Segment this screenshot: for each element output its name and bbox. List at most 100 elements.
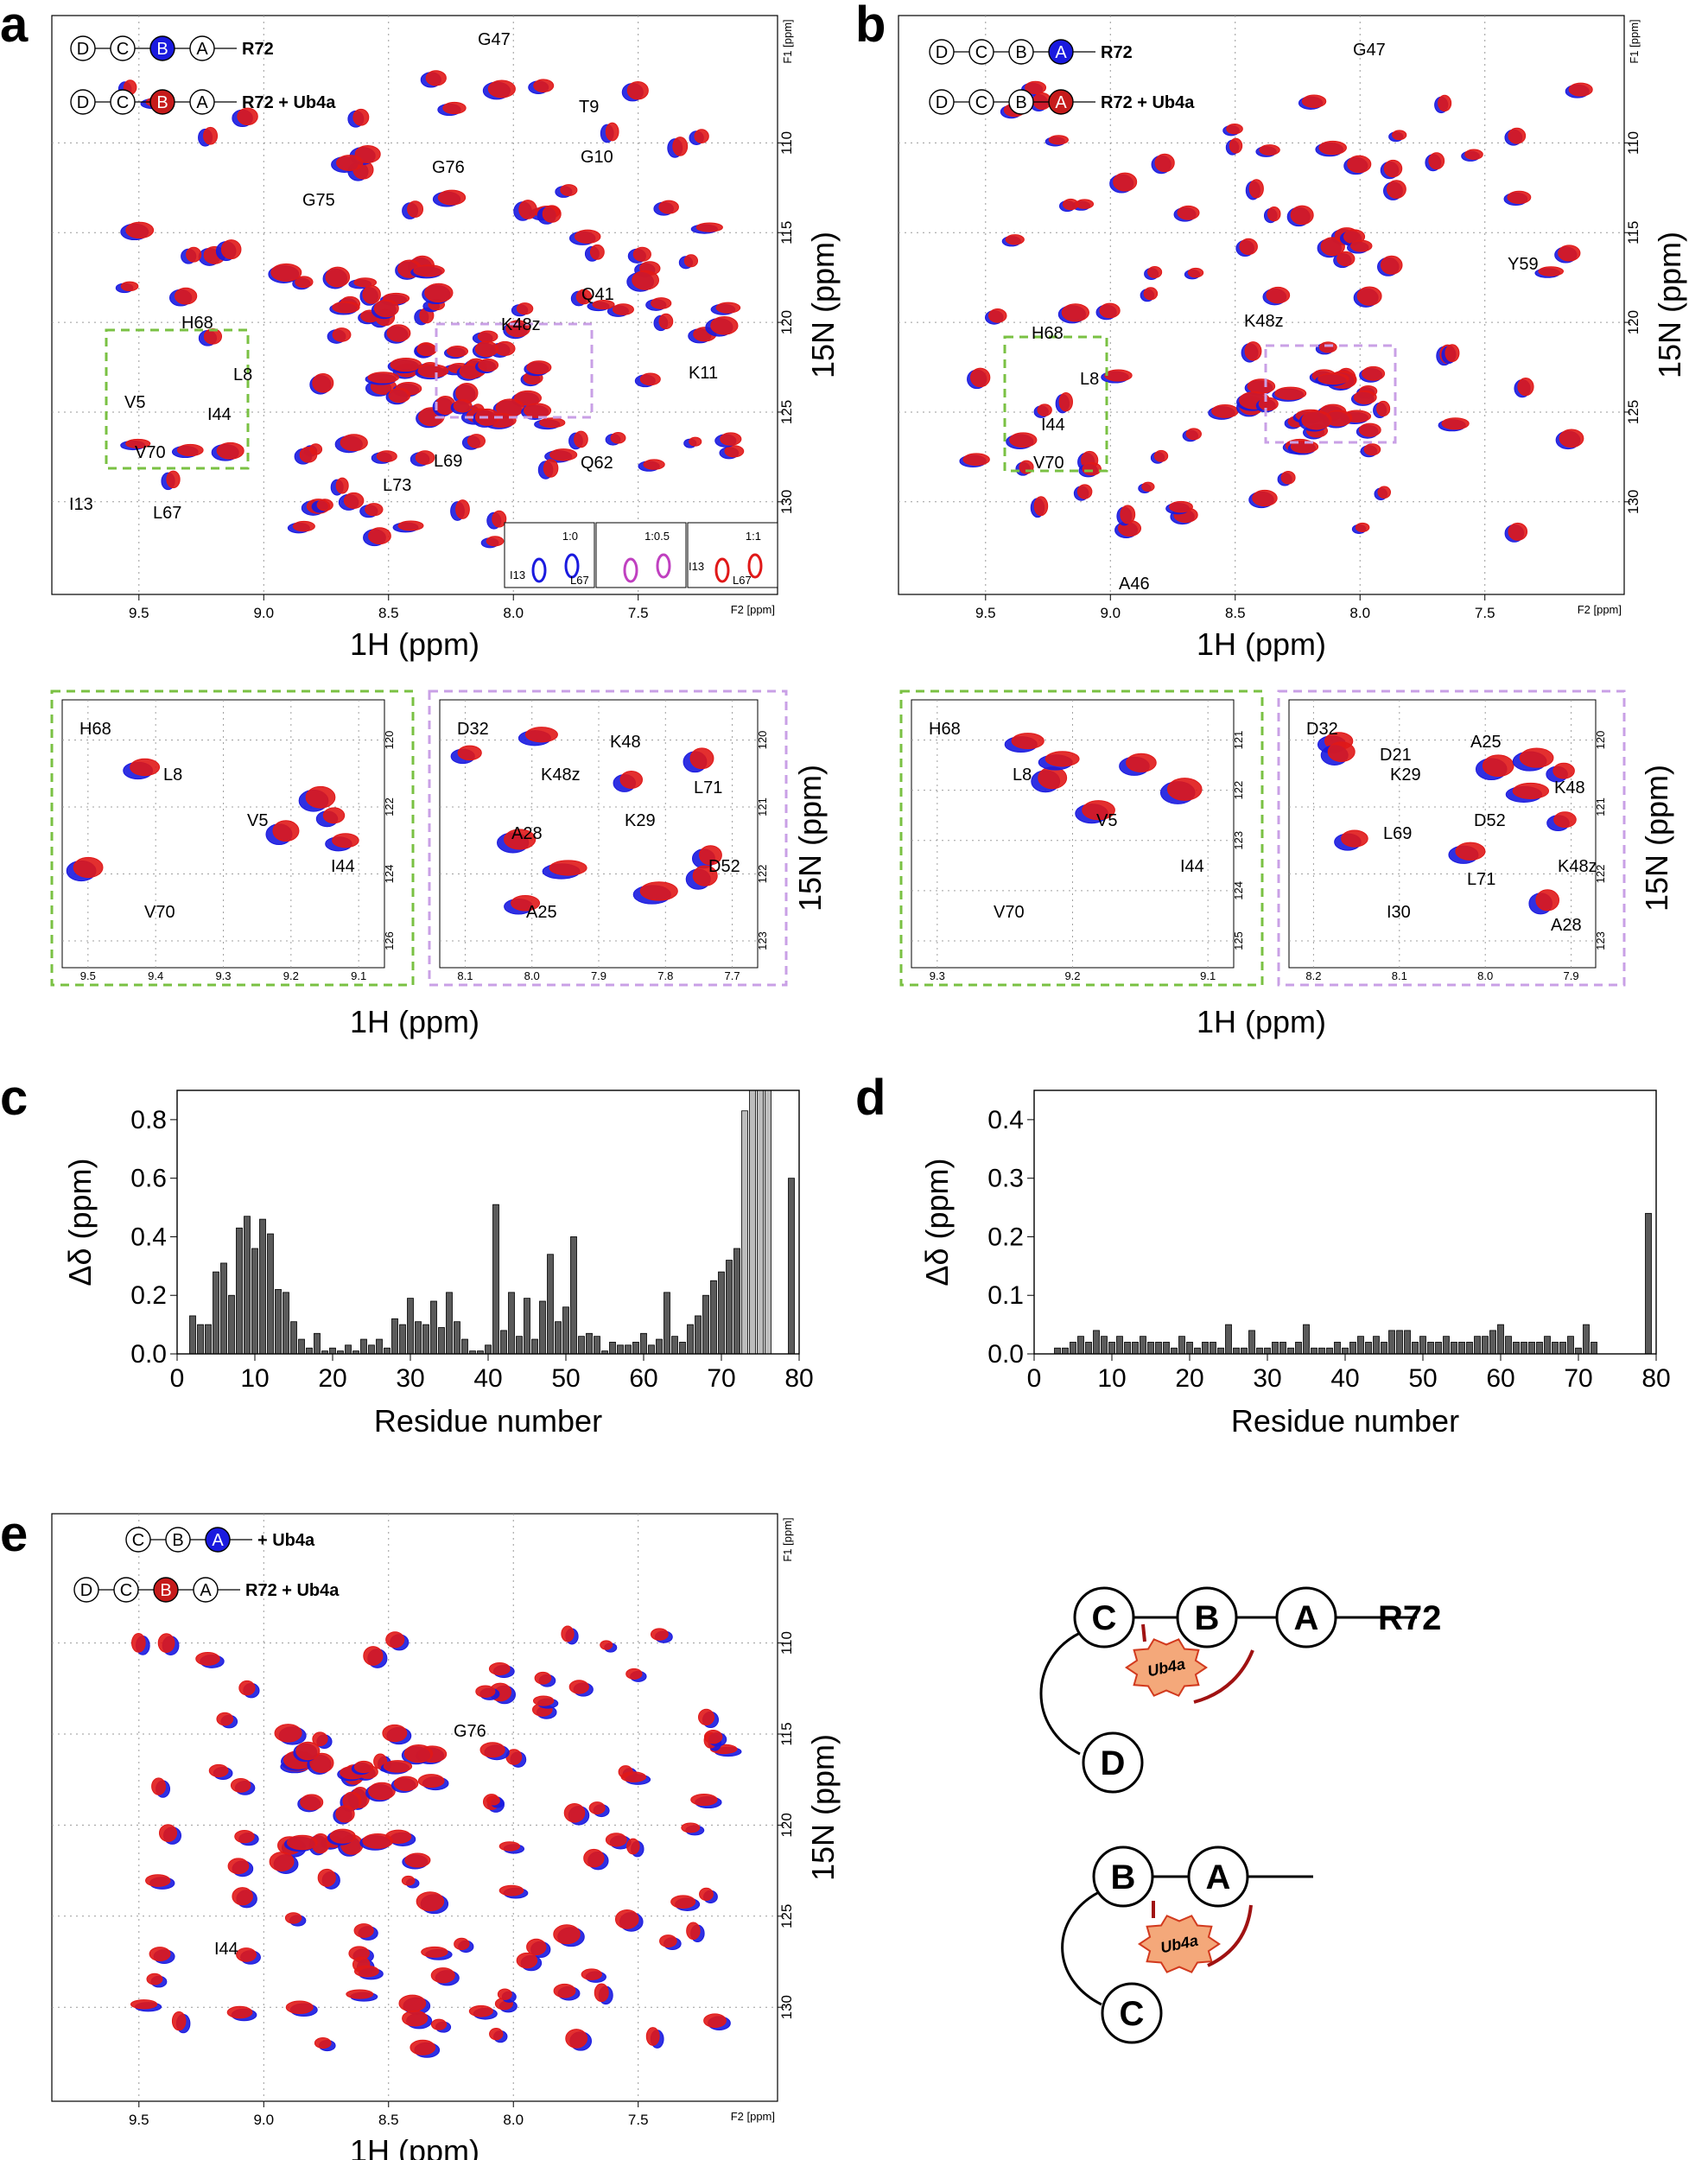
panel-a-residue-label: G75 [302, 191, 335, 210]
panel-c-bar-chart-bar [562, 1306, 569, 1355]
panel-d-bar-chart-bar [1435, 1342, 1442, 1355]
panel-c-bar-chart-bar [306, 1347, 313, 1355]
panel-e-peak-red-peak [516, 1952, 538, 1969]
panel-e-peak-red-peak [410, 2039, 436, 2055]
panel-a-legend-domain-label: D [77, 93, 89, 112]
panel-c-bar-chart-bar [189, 1315, 196, 1355]
panel-a-zoom-left-residue-label: V5 [247, 811, 268, 830]
panel-a-zoom-right-residue-label: K48 [610, 733, 641, 752]
panel-c-bar-chart-ytick-label: 0.8 [130, 1106, 167, 1134]
panel-b-legend-domain-C [968, 89, 994, 115]
panel-b-peak-red-peak [1347, 155, 1372, 174]
panel-c-bar-chart-bar [461, 1338, 468, 1355]
panel-e-peak-red-peak [417, 1774, 445, 1788]
panel-b-zoom-right-border [1277, 689, 1626, 987]
panel-b-zoom-left-peak-red-peak [1011, 733, 1044, 750]
panel-b-peak-red-peak [1037, 403, 1052, 416]
panel-e-legend-domain-label: A [212, 1531, 224, 1550]
panel-d-bar-chart-bar [1248, 1330, 1255, 1355]
panel-e-legend-domain-label: A [200, 1581, 212, 1600]
panel-b-zoom-right-residue-label: L71 [1467, 870, 1495, 889]
panel-e-peak-red-peak [553, 1924, 581, 1945]
panel-d-bar-chart-bar [1575, 1347, 1582, 1355]
panel-c-bar-chart-bar [765, 1090, 771, 1355]
schematic-bottom-node-a-label: A [1206, 1858, 1231, 1896]
panel-e-peak-red-peak [430, 2018, 448, 2030]
panel-b-peak-red-peak [1349, 239, 1373, 252]
panel-a-cluster-peak-red-peak [417, 364, 449, 378]
panel-a-legend-domain-label: C [117, 40, 129, 59]
panel-e-peak-red-peak [227, 1858, 250, 1875]
panel-c-bar-chart-ylabel: Δδ (ppm) [62, 1158, 98, 1286]
panels.e-frame [51, 1513, 778, 2102]
panel-a-cluster-peak-red-peak [390, 357, 422, 372]
panels.a-ytick-label: 120 [778, 310, 795, 334]
panel-e-peak-red-peak [497, 1988, 512, 2000]
panel-e-cluster-peak-red-peak [403, 1744, 434, 1763]
panel-e-peak-red-peak [232, 1887, 253, 1906]
panel-b-zoom-right-peak-red-peak [1552, 762, 1575, 779]
panel-c-bar-chart-bar [531, 1338, 538, 1355]
panel-e-peak-red-peak [697, 1708, 715, 1726]
panels.a-frame [51, 15, 778, 595]
panel-b-zoom-right-peak-red-peak [1535, 889, 1560, 912]
panels.e-xtick-label: 9.0 [253, 2112, 274, 2128]
panel-b-peak-red-peak [1392, 130, 1407, 141]
panel-d-bar-chart-bar [1108, 1342, 1115, 1355]
schematic-top-arrow-left [1141, 1623, 1146, 1642]
panel-b-zoom-right-residue-label: L69 [1383, 824, 1412, 843]
panel-b-peak-red-peak [987, 308, 1007, 323]
panel-a-spectrum: 9.5 9.0 8.5 8.0 7.5 110 115 120 125 130 F1 [ppm] F2… [51, 15, 841, 662]
panel-a-zoom-right-peak-red-peak [689, 747, 714, 770]
panel-c-bar-chart-bar [625, 1344, 632, 1355]
panel-d-bar-chart-bar [1279, 1342, 1286, 1355]
panel-b-zoom-left-xtick-label: 9.2 [1064, 969, 1080, 982]
panel-b-zoom-right-peak-red-peak [1327, 741, 1356, 762]
panel-a-peak-red-peak [174, 287, 198, 305]
panels.a-ytick-label: 130 [778, 490, 795, 514]
panel-e-legend-domain-label: B [172, 1531, 183, 1550]
panel-b-peak-red-peak [1318, 341, 1337, 353]
panel-e-peak-red-peak [479, 1742, 505, 1758]
panel-a-zoom-right-xtick-label: 7.8 [657, 969, 673, 982]
panel-b-legend: D C B A R72 [929, 39, 1133, 65]
panel-a-peak-red-peak [442, 101, 467, 115]
panel-d-bar-chart-bar [1544, 1336, 1551, 1355]
panel-b-cluster-peak-red-peak [1362, 365, 1386, 381]
panel-d-bar-chart-bar [1489, 1330, 1496, 1355]
panel-a-peak-red-peak [166, 470, 181, 489]
panel-a-peak-red-peak [539, 417, 566, 429]
panel-b-zoom-left-peak-red-peak [1126, 753, 1157, 772]
panels.a-xtick-label: 8.5 [378, 605, 399, 621]
panel-a-zoom-right-residue-label: K48z [541, 766, 581, 785]
panel-c-bar-chart-ytick-label: 0.4 [130, 1223, 167, 1251]
panel-d-bar-chart-xtick-label: 40 [1330, 1364, 1359, 1393]
panel-a-residue-label: L67 [153, 504, 181, 523]
panel-d-bar-chart-bar [1357, 1336, 1364, 1355]
panel-a-legend-domain-label: D [77, 40, 89, 59]
panel-d-bar-chart-bar [1062, 1347, 1069, 1355]
panel-d-bar-chart-xtick-label: 60 [1486, 1364, 1514, 1393]
panel-a-cluster-peak-red-peak [413, 264, 445, 277]
panel-a-cluster-peak-red-peak [447, 346, 469, 358]
panel-a-peak-red-peak [643, 459, 665, 470]
panel-a-peak-red-peak [724, 445, 745, 458]
panel-a-peak-red-peak [340, 434, 368, 452]
panel-b-zoom-xaxis-title: 1H (ppm) [1197, 1004, 1326, 1039]
panel-e-legend-domain-A [205, 1527, 231, 1553]
panel-b-peak-red-peak [1507, 190, 1532, 205]
panel-b-peak-red-peak [1301, 94, 1327, 108]
schematic-top-node-d-label: D [1101, 1744, 1126, 1782]
panel-a-zoom-right-peak-red-peak [549, 860, 587, 876]
schematic-top-tail: R72 [1378, 1599, 1441, 1637]
panel-e-cluster-peak-red-peak [368, 1782, 396, 1801]
panel-c-bar-chart-bar [259, 1218, 266, 1355]
panels.b-xtick-label: 8.0 [1349, 605, 1370, 621]
panel-b-peak-red-peak [1185, 428, 1202, 441]
panel-a-peak-red-peak [467, 434, 486, 448]
panel-a-residue-label: L8 [233, 365, 252, 384]
panel-d-bar-chart-bar [1528, 1342, 1535, 1355]
panels.e-ytick-label: 130 [778, 1995, 795, 2019]
panel-a-zoom-right-ytick-label: 121 [756, 797, 769, 816]
panel-b-legend-domain-label: D [936, 43, 948, 62]
